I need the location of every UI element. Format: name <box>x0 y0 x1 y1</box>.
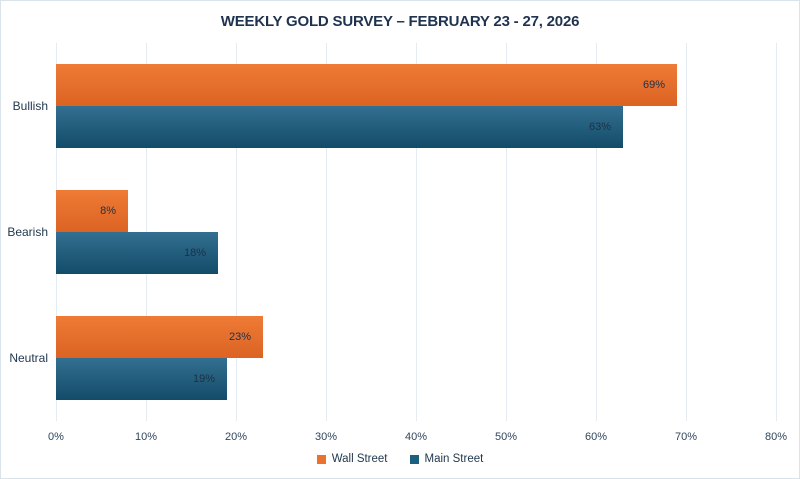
x-axis-tick-label: 40% <box>404 431 428 443</box>
legend-label: Main Street <box>424 453 484 465</box>
data-label: 63% <box>588 121 611 133</box>
x-axis-tick-label: 70% <box>674 431 698 443</box>
gridline <box>416 43 417 421</box>
x-axis-tick-label: 80% <box>764 431 788 443</box>
category-label-bearish: Bearish <box>7 225 48 239</box>
data-label: 69% <box>642 79 665 91</box>
gridline <box>236 43 237 421</box>
x-axis-tick-label: 10% <box>134 431 158 443</box>
legend-swatch-icon <box>316 454 326 464</box>
gridline <box>596 43 597 421</box>
gridline <box>326 43 327 421</box>
category-label-neutral: Neutral <box>9 351 48 365</box>
legend-item-main-street: Main Street <box>409 453 484 465</box>
bar-main-street-bearish: 18% <box>56 232 218 274</box>
x-axis-tick-label: 30% <box>314 431 338 443</box>
category-label-bullish: Bullish <box>12 99 48 113</box>
x-axis-tick-label: 20% <box>224 431 248 443</box>
gridline <box>506 43 507 421</box>
bar-wall-street-neutral: 23% <box>56 316 263 358</box>
bar-wall-street-bearish: 8% <box>56 190 128 232</box>
legend-item-wall-street: Wall Street <box>316 453 388 465</box>
x-axis-tick-label: 50% <box>494 431 518 443</box>
data-label: 18% <box>183 247 206 259</box>
gridline <box>776 43 777 421</box>
data-label: 23% <box>228 331 251 343</box>
legend: Wall Street Main Street <box>1 453 799 465</box>
data-label: 19% <box>192 373 215 385</box>
bar-main-street-bullish: 63% <box>56 106 623 148</box>
data-label: 8% <box>100 205 116 217</box>
legend-label: Wall Street <box>331 453 388 465</box>
chart-title: WEEKLY GOLD SURVEY – FEBRUARY 23 - 27, 2… <box>220 13 580 30</box>
x-axis-tick-label: 60% <box>584 431 608 443</box>
gridline <box>686 43 687 421</box>
bar-wall-street-bullish: 69% <box>56 64 677 106</box>
x-axis-tick-label: 0% <box>48 431 64 443</box>
legend-swatch-icon <box>409 454 419 464</box>
bar-main-street-neutral: 19% <box>56 358 227 400</box>
